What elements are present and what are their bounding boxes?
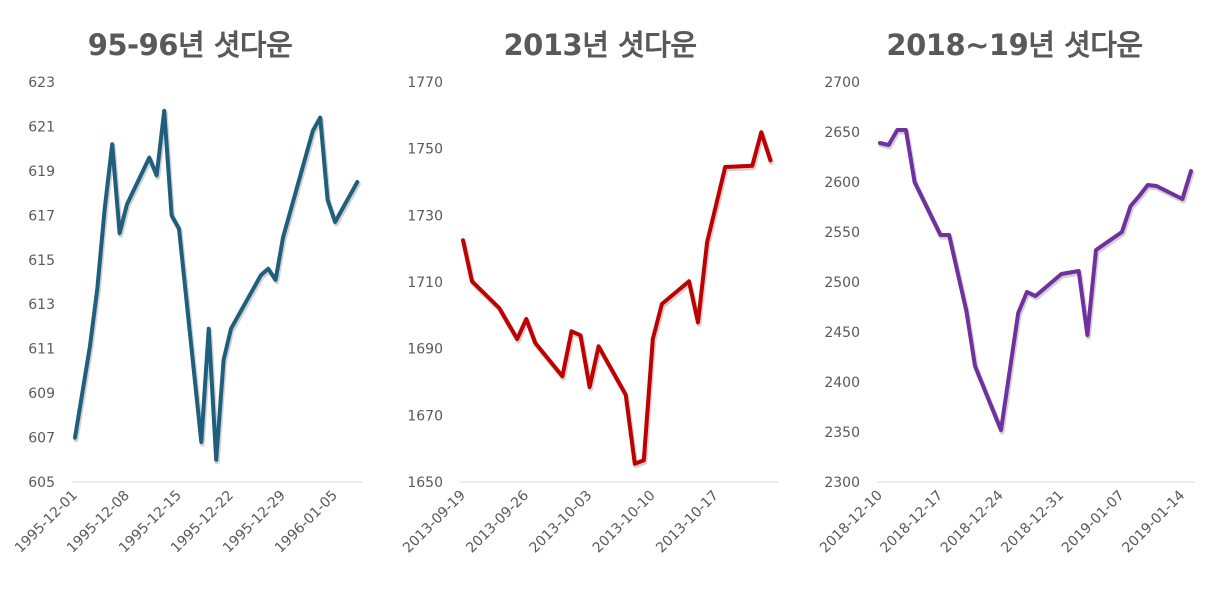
y-tick-label: 615 xyxy=(28,253,55,269)
y-tick-label: 607 xyxy=(28,431,55,447)
y-tick-label: 2300 xyxy=(824,475,860,491)
y-tick-label: 621 xyxy=(28,119,55,135)
y-tick-label: 619 xyxy=(28,164,55,180)
x-tick-label: 2018-12-17 xyxy=(877,488,946,557)
x-tick-label: 2018-12-31 xyxy=(998,488,1067,557)
series-line xyxy=(73,108,360,462)
y-tick-label: 1690 xyxy=(407,342,443,358)
x-tick-label: 2018-12-24 xyxy=(938,487,1007,556)
y-tick-label: 613 xyxy=(28,297,55,313)
y-tick-label: 2350 xyxy=(824,425,860,441)
y-tick-label: 617 xyxy=(28,208,55,224)
y-tick-label: 1650 xyxy=(407,475,443,491)
x-tick-label: 2013-09-26 xyxy=(463,487,532,556)
chart-panel-1995: 95-96년 셧다운 605 607 609 611 613 615 617 619 621 62… xyxy=(0,0,380,589)
x-tick-label: 2019-01-07 xyxy=(1059,488,1128,557)
y-tick-label: 2450 xyxy=(824,325,860,341)
y-tick-label: 2400 xyxy=(824,375,860,391)
line-chart-svg: 6056076096116136156176196216231995-12-01… xyxy=(12,75,362,556)
y-tick-label: 1670 xyxy=(407,408,443,424)
y-tick-label: 611 xyxy=(28,342,55,358)
y-tick-label: 2650 xyxy=(824,125,860,141)
series-line-shadow xyxy=(73,110,361,465)
y-tick-label: 2700 xyxy=(824,75,860,91)
y-tick-label: 2600 xyxy=(824,175,860,191)
chart-panel-2013: 2013년 셧다운 1650 1670 1690 1710 1730 1750 1770 20… xyxy=(400,0,800,589)
x-tick-label: 2019-01-14 xyxy=(1119,487,1188,556)
series-line-shadow xyxy=(461,131,774,469)
chart-title: 2018~19년 셧다운 xyxy=(886,28,1143,62)
line-chart-svg: 16501670169017101730175017702013-09-1920… xyxy=(400,75,778,557)
x-tick-label: 2013-10-17 xyxy=(653,488,722,557)
line-chart-svg: 2300 2350 2400 2450 2500 2550 2600 2650 2700 2018… xyxy=(817,75,1195,557)
chart-title: 95-96년 셧다운 xyxy=(87,28,293,62)
x-tick-label: 2013-10-10 xyxy=(590,488,659,557)
series-line xyxy=(878,128,1193,432)
x-tick-label: 2013-09-19 xyxy=(400,488,469,557)
y-tick-label: 1750 xyxy=(407,142,443,158)
series-line-shadow xyxy=(878,129,1195,435)
y-tick-label: 609 xyxy=(28,386,55,402)
y-tick-label: 2550 xyxy=(824,225,860,241)
y-tick-label: 1770 xyxy=(407,75,443,91)
y-tick-label: 1710 xyxy=(407,275,443,291)
y-tick-label: 1730 xyxy=(407,208,443,224)
x-tick-label: 2018-12-10 xyxy=(817,488,886,557)
chart-title: 2013년 셧다운 xyxy=(503,28,697,62)
y-tick-label: 623 xyxy=(28,75,55,91)
y-tick-label: 2500 xyxy=(824,275,860,291)
x-tick-label: 2013-10-03 xyxy=(527,488,596,557)
chart-panel-2018: 2018~19년 셧다운 2300 2350 2400 2450 2500 2550 260… xyxy=(810,0,1219,589)
y-tick-label: 605 xyxy=(28,475,55,491)
